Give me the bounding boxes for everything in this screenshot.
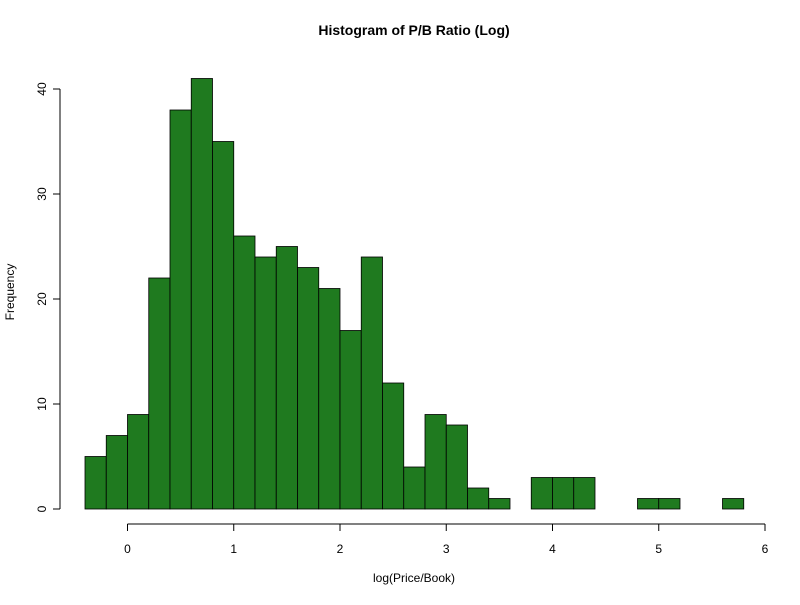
x-tick-label: 6: [762, 542, 769, 556]
histogram-bar: [318, 288, 341, 510]
histogram-bar: [403, 466, 426, 510]
x-tick-label: 1: [230, 542, 237, 556]
x-axis-label: log(Price/Book): [373, 571, 455, 585]
histogram-bar: [424, 414, 447, 510]
histogram-bar: [658, 498, 681, 510]
y-tick-label: 10: [35, 397, 49, 411]
histogram-bar: [212, 141, 235, 510]
histogram-bar: [190, 78, 213, 510]
histogram-bar: [275, 246, 298, 510]
histogram-bar: [297, 267, 320, 510]
histogram-bar: [233, 235, 256, 510]
y-tick-label: 0: [35, 505, 49, 512]
x-tick-label: 4: [549, 542, 556, 556]
histogram-bar: [254, 256, 277, 510]
histogram-bar: [573, 477, 596, 510]
histogram-bar: [360, 256, 383, 510]
histogram-bar: [84, 456, 107, 510]
histogram-bar: [105, 435, 128, 510]
histogram-bar: [127, 414, 150, 510]
x-axis: 0 1 2 3 4 5 6: [124, 523, 769, 556]
x-tick-label: 2: [337, 542, 344, 556]
chart-title: Histogram of P/B Ratio (Log): [318, 22, 509, 38]
y-tick-label: 40: [35, 82, 49, 96]
histogram-bar: [148, 277, 171, 510]
histogram-bar: [530, 477, 553, 510]
y-tick-label: 30: [35, 187, 49, 201]
histogram-bar: [169, 109, 192, 510]
y-axis: 0 10 20 30 40: [35, 82, 61, 512]
histogram-bar: [467, 487, 490, 510]
x-tick-label: 0: [124, 542, 131, 556]
histogram-bar: [552, 477, 575, 510]
y-tick-label: 20: [35, 292, 49, 306]
histogram-bar: [445, 424, 468, 510]
histogram-bar: [339, 330, 362, 510]
histogram-bar: [637, 498, 660, 510]
histogram-bar: [488, 498, 511, 510]
histogram-bar: [382, 382, 405, 510]
histogram-bar: [722, 498, 745, 510]
x-tick-label: 3: [443, 542, 450, 556]
y-axis-label: Frequency: [3, 264, 17, 321]
x-tick-label: 5: [655, 542, 662, 556]
bars-group: [84, 78, 745, 510]
